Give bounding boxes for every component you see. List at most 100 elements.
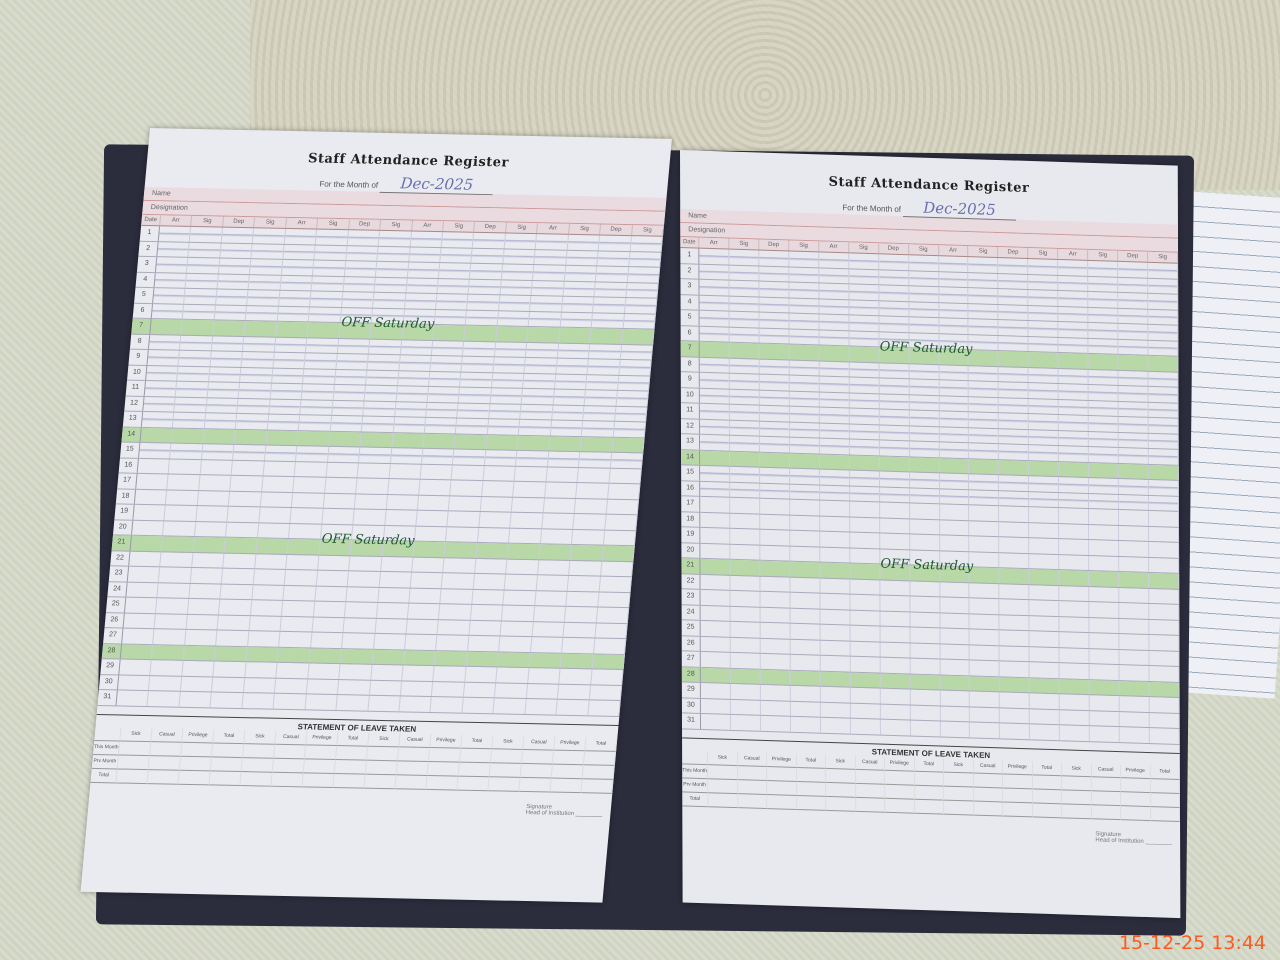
attendance-cell [1089,602,1120,618]
attendance-cell [939,380,970,396]
attendance-cell [790,701,821,717]
leave-column-header: Privilege [554,736,587,751]
attendance-cell [999,413,1030,429]
attendance-cell [627,267,661,283]
leave-cell [179,756,212,771]
attendance-cell [190,226,223,243]
day-number: 17 [117,473,138,489]
attendance-cell [599,576,633,592]
leave-cell [273,744,307,759]
attendance-cell [400,680,434,697]
attendance-cell [157,582,191,598]
attendance-cell [460,372,494,388]
attendance-cell [1119,603,1150,619]
attendance-cell [152,644,185,660]
attendance-cell [970,722,1001,738]
attendance-cell [699,357,730,373]
attendance-cell [378,230,412,246]
attendance-cell [238,382,272,399]
attendance-cell [467,294,501,310]
attendance-cell [1119,525,1150,541]
attendance-cell [330,415,364,432]
attendance-cell [126,582,160,598]
attendance-cell [1029,646,1060,663]
leave-cell [272,758,305,773]
attendance-cell [424,417,458,433]
attendance-cell [1059,709,1090,726]
attendance-cell [130,535,164,551]
attendance-cell [819,376,850,392]
attendance-cell [245,662,278,678]
attendance-cell [447,511,481,527]
attendance-cell [129,551,162,567]
attendance-cell [226,522,260,538]
attendance-cell [969,629,1000,645]
attendance-cell [509,528,542,544]
attendance-cell [443,557,477,573]
leave-cell [396,760,429,776]
attendance-cell [879,409,910,425]
attendance-cell [910,627,941,643]
leave-cell [365,760,398,775]
attendance-cell [1118,370,1149,386]
attendance-cell [789,251,820,267]
attendance-cell [613,421,647,437]
attendance-cell [909,441,940,457]
attendance-cell [438,263,472,279]
attendance-cell [299,415,332,431]
day-number: 25 [105,597,127,613]
leave-cell [490,748,524,764]
attendance-cell [1029,476,1060,492]
attendance-cell [370,664,404,680]
attendance-cell [217,273,251,290]
leave-cell [796,767,827,783]
attendance-cell [850,672,881,688]
attendance-cell [700,682,731,699]
attendance-cell [618,359,652,376]
attendance-cell [1149,572,1180,589]
attendance-cell [1088,307,1119,323]
attendance-cell [850,610,881,626]
day-number: 9 [128,349,149,365]
attendance-cell [1029,662,1060,678]
attendance-cell [729,451,760,467]
attendance-cell [1148,402,1179,418]
attendance-cell [372,649,405,665]
attendance-cell [481,481,515,497]
attendance-cell [1119,711,1150,728]
attendance-cell [243,677,277,693]
leave-column-header: Total [796,753,827,769]
designation-label: Designation [688,226,726,235]
leave-cell [855,769,886,785]
day-number: 26 [681,635,701,651]
attendance-cell [428,371,462,387]
attendance-cell [417,495,451,511]
attendance-cell [453,449,487,465]
attendance-cell [300,399,334,415]
attendance-cell [310,291,344,307]
attendance-cell [434,309,468,325]
attendance-cell [532,621,565,637]
leave-cell [1120,791,1151,807]
leave-column-header: Sick [368,732,401,747]
attendance-cell [939,426,970,443]
attendance-cell [998,382,1029,398]
attendance-cell [274,337,308,353]
attendance-cell [1059,647,1090,664]
attendance-cell [700,667,731,683]
attendance-cell [908,301,939,318]
leave-cell [796,795,827,811]
attendance-cell [193,537,227,553]
attendance-cell [1148,479,1179,496]
attendance-cell [998,273,1029,290]
day-number: 18 [681,511,701,527]
attendance-cell [789,484,820,500]
attendance-cell [909,317,939,333]
attendance-cell [379,571,412,588]
leave-column-header: Casual [855,755,886,771]
leave-cell [551,764,584,779]
attendance-cell [593,297,626,313]
attendance-cell [939,411,970,427]
leave-column-header: Privilege [182,728,215,743]
attendance-cell [1059,523,1090,540]
